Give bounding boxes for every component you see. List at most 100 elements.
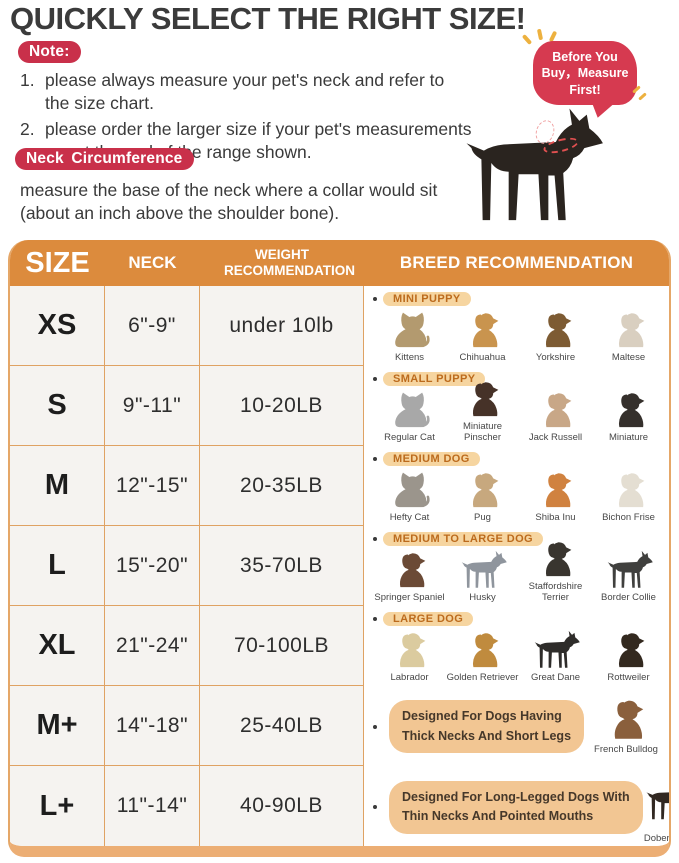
design-note: Designed For Dogs Having Thick Necks And…: [373, 690, 665, 763]
note-item: 1. please always measure your pet's neck…: [20, 69, 472, 115]
column-header-neck: NECK: [128, 253, 177, 272]
neck-cell: 12"-15": [105, 446, 200, 526]
breed-animals: Labrador Golden Retriever Great Dane: [373, 627, 665, 683]
breed-caption: Husky: [469, 591, 496, 603]
neck-cell: 9"-11": [105, 366, 200, 446]
dog-icon: [602, 470, 656, 511]
breed-item: Kittens: [373, 310, 446, 363]
breed-animals: Regular Cat Miniature Pinscher Jack Russ…: [373, 387, 665, 443]
breed-item: Labrador: [373, 630, 446, 683]
breed-cell: SMALL PUPPY Regular Cat Miniature Pinsch…: [364, 366, 669, 446]
table-row-m-plus: M+ 14"-18" 25-40LB Designed For Dogs Hav…: [10, 686, 669, 766]
sparkle-icon: [638, 92, 647, 101]
dog-icon: [383, 550, 437, 591]
dog-icon: [529, 310, 583, 351]
size-cell: XL: [10, 606, 105, 686]
breed-caption: Jack Russell: [528, 431, 583, 443]
bullet-dot: [373, 724, 377, 729]
breed-category-pill: LARGE DOG: [383, 611, 474, 626]
design-note-line: Designed For Long-Legged Dogs With: [402, 789, 630, 804]
speech-bubble: Before You Buy，Measure First!: [533, 41, 637, 105]
breed-item: Border Collie: [592, 550, 665, 603]
weight-cell: 35-70LB: [200, 526, 364, 606]
breed-item: Maltese: [592, 310, 665, 363]
dog-icon: [602, 310, 656, 351]
breed-item: Husky: [446, 550, 519, 603]
neck-circumference-text: measure the base of the neck where a col…: [20, 180, 438, 223]
dog-icon: [456, 550, 510, 591]
dog-icon: [602, 390, 656, 431]
breed-caption: Rottweiler: [607, 671, 650, 683]
bullet-dot: [373, 376, 377, 381]
table-row-xl: XL 21"-24" 70-100LB LARGE DOG Labrador: [10, 606, 669, 686]
breed-item: French Bulldog: [594, 697, 658, 755]
sparkle-icon: [521, 34, 533, 45]
breed-caption: Shiba Inu: [535, 511, 576, 523]
dog-icon: [456, 379, 510, 420]
breed-category: LARGE DOG: [373, 610, 665, 627]
breed-animals: Springer Spaniel Husky Staffordshire Ter…: [373, 547, 665, 603]
table-header-row: SIZE NECK WEIGHT RECOMMENDATION BREED RE…: [10, 240, 669, 286]
breed-caption: Pug: [474, 511, 491, 523]
bullet-dot: [373, 616, 377, 621]
table-row-l: L 15"-20" 35-70LB MEDIUM TO LARGE DOG Sp…: [10, 526, 669, 606]
breed-caption: Maltese: [611, 351, 646, 363]
note-item-text: please always measure your pet's neck an…: [45, 70, 445, 114]
breed-category-pill: MINI PUPPY: [383, 291, 471, 306]
bullet-dot: [373, 456, 377, 461]
size-cell: M: [10, 446, 105, 526]
breed-caption: Dobermann: [643, 833, 670, 844]
size-chart-table: SIZE NECK WEIGHT RECOMMENDATION BREED RE…: [8, 240, 671, 857]
table-row-xs: XS 6"-9" under 10lb MINI PUPPY Kittens: [10, 286, 669, 366]
breed-item: Pug: [446, 470, 519, 523]
breed-caption: Regular Cat: [384, 431, 435, 443]
design-note-line: Designed For Dogs Having: [402, 709, 562, 724]
breed-category: SMALL PUPPY: [373, 370, 665, 387]
design-note-line: Thin Necks And Pointed Mouths: [402, 809, 594, 824]
breed-caption: Springer Spaniel: [374, 591, 445, 603]
breed-category-pill: SMALL PUPPY: [383, 371, 486, 386]
breed-item: Rottweiler: [592, 630, 665, 683]
bullet-dot: [373, 536, 377, 541]
neck-circumference-badge: Neck Circumference: [15, 148, 194, 170]
breed-item: Miniature Pinscher: [446, 379, 519, 443]
speech-bubble-line: Buy，Measure: [541, 66, 629, 81]
dog-silhouette-icon: [456, 106, 606, 230]
page-title: QUICKLY SELECT THE RIGHT SIZE!: [10, 1, 526, 36]
breed-category: MEDIUM DOG: [373, 450, 665, 467]
cat-icon: [383, 390, 437, 431]
breed-category-pill: MEDIUM DOG: [383, 451, 480, 466]
design-note-box: Designed For Dogs Having Thick Necks And…: [389, 700, 585, 753]
weight-cell: 20-35LB: [200, 446, 364, 526]
breed-animals: Hefty Cat Pug Shiba Inu Bichon Fris: [373, 467, 665, 523]
breed-item: Bichon Frise: [592, 470, 665, 523]
dog-icon: [643, 770, 671, 832]
weight-cell: 10-20LB: [200, 366, 364, 446]
size-cell: L+: [10, 766, 105, 846]
breed-category: MINI PUPPY: [373, 290, 665, 307]
breed-caption: Border Collie: [601, 591, 656, 603]
breed-caption: Miniature Pinscher: [462, 421, 503, 443]
dog-icon: [456, 630, 510, 671]
breed-item: Miniature: [592, 390, 665, 443]
breed-item: Golden Retriever: [446, 630, 519, 683]
breed-caption: Hefty Cat: [389, 511, 430, 523]
breed-animals: Kittens Chihuahua Yorkshire Maltese: [373, 307, 665, 363]
breed-item: Staffordshire Terrier: [519, 539, 592, 603]
breed-cell: MINI PUPPY Kittens Chihuahua: [364, 286, 669, 366]
bullet-dot: [373, 805, 377, 810]
breed-cell: MEDIUM TO LARGE DOG Springer Spaniel Hus…: [364, 526, 669, 606]
breed-item: Jack Russell: [519, 390, 592, 443]
size-cell: XS: [10, 286, 105, 366]
note-item-number: 2.: [20, 119, 35, 140]
size-cell: M+: [10, 686, 105, 766]
cat-icon: [383, 470, 437, 511]
note-item-number: 1.: [20, 70, 35, 90]
breed-item: Regular Cat: [373, 390, 446, 443]
weight-cell: 25-40LB: [200, 686, 364, 766]
breed-caption: Great Dane: [530, 671, 581, 683]
breed-caption: Staffordshire Terrier: [528, 581, 583, 603]
breed-caption: Labrador: [390, 671, 429, 683]
breed-caption: Miniature: [608, 431, 649, 443]
